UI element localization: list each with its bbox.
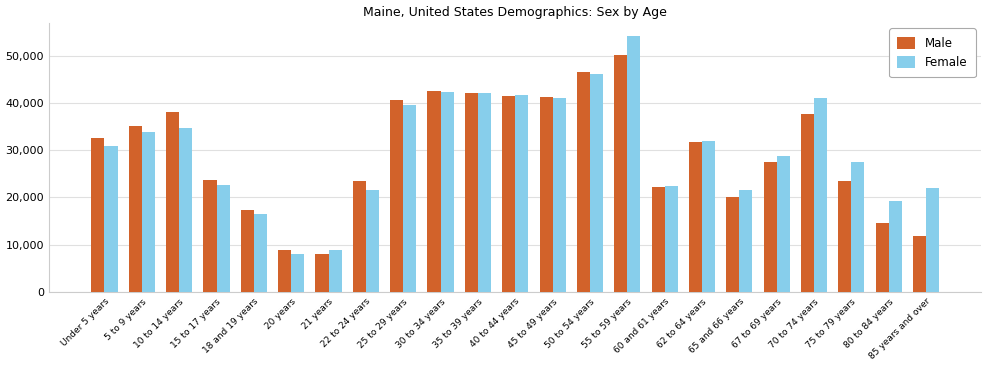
- Bar: [576, 72, 590, 292]
- Bar: [142, 132, 155, 292]
- Bar: [726, 197, 739, 292]
- Bar: [688, 142, 701, 292]
- Bar: [887, 201, 901, 292]
- Bar: [925, 188, 938, 292]
- Bar: [701, 141, 714, 292]
- Bar: [92, 138, 105, 292]
- Title: Maine, United States Demographics: Sex by Age: Maine, United States Demographics: Sex b…: [363, 6, 667, 19]
- Bar: [328, 250, 341, 292]
- Bar: [851, 162, 864, 292]
- Bar: [427, 91, 440, 292]
- Bar: [440, 92, 454, 292]
- Bar: [776, 156, 789, 292]
- Bar: [352, 181, 366, 292]
- Bar: [105, 146, 117, 292]
- Bar: [241, 210, 253, 292]
- Bar: [179, 128, 192, 292]
- Bar: [813, 98, 826, 292]
- Bar: [216, 185, 230, 292]
- Bar: [128, 126, 142, 292]
- Bar: [403, 105, 416, 292]
- Bar: [651, 186, 664, 292]
- Bar: [464, 94, 477, 292]
- Bar: [590, 74, 602, 292]
- Bar: [502, 96, 515, 292]
- Bar: [875, 223, 887, 292]
- Bar: [253, 214, 266, 292]
- Bar: [515, 95, 528, 292]
- Bar: [664, 186, 677, 292]
- Bar: [627, 36, 640, 292]
- Bar: [166, 112, 179, 292]
- Bar: [389, 99, 403, 292]
- Bar: [800, 114, 813, 292]
- Bar: [613, 55, 627, 292]
- Bar: [739, 190, 751, 292]
- Bar: [278, 250, 291, 292]
- Bar: [366, 190, 379, 292]
- Bar: [203, 179, 216, 292]
- Bar: [912, 236, 925, 292]
- Bar: [539, 97, 552, 292]
- Legend: Male, Female: Male, Female: [888, 28, 974, 77]
- Bar: [477, 94, 490, 292]
- Bar: [763, 161, 776, 292]
- Bar: [291, 254, 304, 292]
- Bar: [552, 98, 565, 292]
- Bar: [316, 254, 328, 292]
- Bar: [837, 181, 851, 292]
